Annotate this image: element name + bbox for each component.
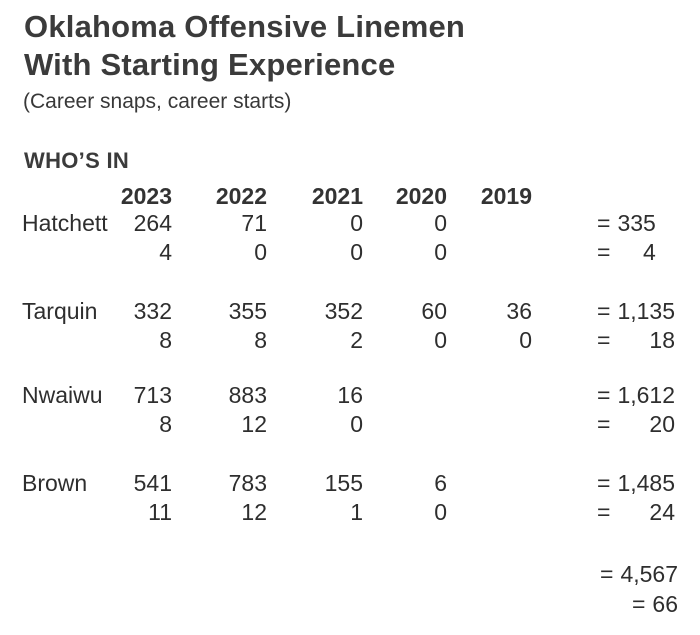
year-header-2022: 2022 [215, 183, 267, 209]
starts-2022: 12 [241, 499, 267, 525]
snaps-2022: 883 [228, 382, 267, 408]
snaps-total: 335 [617, 210, 656, 236]
snaps-row: Hatchett 264 71 0 0 [0, 209, 700, 238]
snaps-total-row: = 335 [597, 209, 656, 238]
year-header-2019: 2019 [480, 183, 532, 209]
starts-2023: 8 [159, 411, 172, 437]
snaps-2022: 783 [228, 470, 267, 496]
snaps-2022: 71 [241, 210, 267, 236]
player-name: Hatchett [22, 210, 108, 236]
starts-row: 8 8 2 0 0 [0, 326, 700, 355]
starts-2022: 8 [254, 327, 267, 353]
equals-sign: = [597, 411, 611, 437]
starts-2021: 0 [350, 239, 363, 265]
equals-sign: = [597, 210, 611, 236]
year-header-row: 2023 2022 2021 2020 2019 [0, 182, 700, 211]
grand-total-starts: 66 [652, 591, 678, 617]
starts-total-row: = 24 [597, 498, 675, 527]
snaps-2023: 332 [133, 298, 172, 324]
snaps-total-row: = 1,135 [597, 297, 675, 326]
starts-2019: 0 [519, 327, 532, 353]
grand-total-starts-row: = 66 [478, 589, 678, 619]
player-name: Tarquin [22, 298, 98, 324]
equals-sign: = [600, 561, 614, 587]
snaps-2021: 352 [324, 298, 363, 324]
player-totals: = 1,485 = 24 [597, 469, 675, 527]
snaps-row: Nwaiwu 713 883 16 [0, 381, 700, 410]
starts-2023: 4 [159, 239, 172, 265]
snaps-2023: 713 [133, 382, 172, 408]
equals-sign: = [597, 239, 611, 265]
snaps-2023: 264 [133, 210, 172, 236]
starts-total-row: = 18 [597, 326, 675, 355]
equals-sign: = [631, 591, 646, 617]
snaps-2020: 60 [421, 298, 447, 324]
snaps-total: 1,135 [617, 298, 675, 324]
page-title-line-1: Oklahoma Offensive Linemen [24, 9, 466, 44]
snaps-2020: 0 [434, 210, 447, 236]
player-totals: = 1,135 = 18 [597, 297, 675, 355]
snaps-2021: 16 [337, 382, 363, 408]
equals-sign: = [597, 382, 611, 408]
starts-2020: 0 [434, 239, 447, 265]
snaps-total: 1,485 [617, 470, 675, 496]
starts-total: 20 [649, 411, 675, 437]
starts-2022: 12 [241, 411, 267, 437]
snaps-2022: 355 [228, 298, 267, 324]
player-name: Nwaiwu [22, 382, 103, 408]
snaps-2020: 6 [434, 470, 447, 496]
starts-total-row: = 4 [597, 238, 656, 267]
starts-total: 4 [643, 239, 656, 265]
snaps-2019: 36 [506, 298, 532, 324]
starts-row: 11 12 1 0 [0, 498, 700, 527]
starts-2023: 8 [159, 327, 172, 353]
player-totals: = 1,612 = 20 [597, 381, 675, 439]
grand-totals: = 4,567 = 66 [478, 559, 678, 619]
starts-2021: 2 [350, 327, 363, 353]
player-block-brown: Brown 541 783 155 6 11 12 1 0 = 1,485 = … [0, 469, 700, 529]
snaps-2023: 541 [133, 470, 172, 496]
starts-2022: 0 [254, 239, 267, 265]
snaps-row: Tarquin 332 355 352 60 36 [0, 297, 700, 326]
player-block-hatchett: Hatchett 264 71 0 0 4 0 0 0 = 335 = 4 [0, 209, 700, 269]
snaps-2021: 0 [350, 210, 363, 236]
page-subtitle: (Career snaps, career starts) [23, 90, 292, 113]
section-header: WHO’S IN [24, 148, 130, 173]
year-header-2021: 2021 [311, 183, 363, 209]
starts-2021: 0 [350, 411, 363, 437]
player-name: Brown [22, 470, 88, 496]
player-block-nwaiwu: Nwaiwu 713 883 16 8 12 0 = 1,612 = 20 [0, 381, 700, 441]
page-title-line-2: With Starting Experience [24, 47, 396, 82]
starts-2023: 11 [148, 499, 172, 525]
grand-total-snaps-row: = 4,567 [478, 559, 678, 589]
page-title: Oklahoma Offensive Linemen With Starting… [24, 8, 465, 84]
equals-sign: = [597, 470, 611, 496]
starts-total: 18 [649, 327, 675, 353]
grand-total-snaps: 4,567 [620, 561, 678, 587]
snaps-total: 1,612 [617, 382, 675, 408]
snaps-2021: 155 [324, 470, 363, 496]
starts-total: 24 [649, 499, 675, 525]
starts-2020: 0 [434, 327, 447, 353]
snaps-total-row: = 1,485 [597, 469, 675, 498]
starts-2020: 0 [434, 499, 447, 525]
equals-sign: = [597, 327, 611, 353]
player-totals: = 335 = 4 [597, 209, 656, 267]
starts-row: 8 12 0 [0, 410, 700, 439]
year-header-2020: 2020 [395, 183, 447, 209]
snaps-total-row: = 1,612 [597, 381, 675, 410]
snaps-row: Brown 541 783 155 6 [0, 469, 700, 498]
year-header-2023: 2023 [120, 183, 172, 209]
starts-total-row: = 20 [597, 410, 675, 439]
equals-sign: = [597, 298, 611, 324]
equals-sign: = [597, 499, 611, 525]
starts-row: 4 0 0 0 [0, 238, 700, 267]
starts-2021: 1 [350, 499, 363, 525]
player-block-tarquin: Tarquin 332 355 352 60 36 8 8 2 0 0 = 1,… [0, 297, 700, 357]
